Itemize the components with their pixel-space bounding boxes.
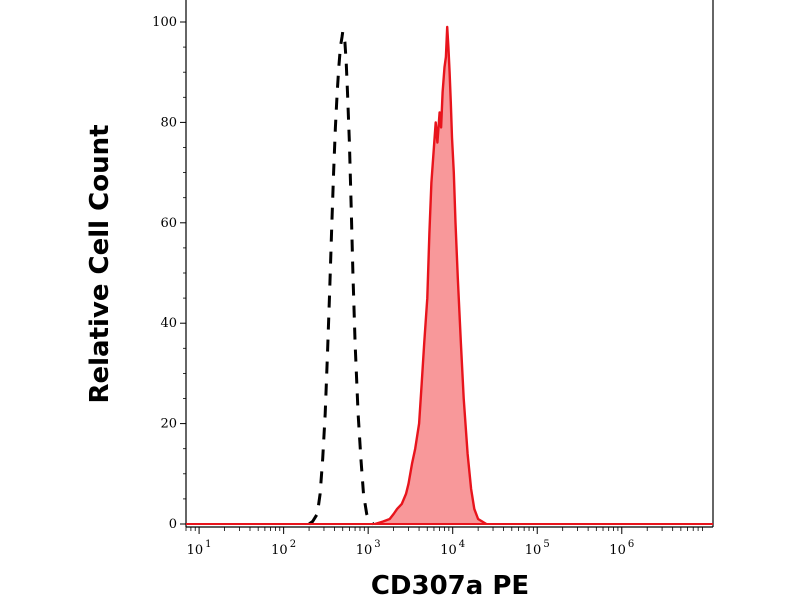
series-layer [186, 25, 713, 526]
y-tick-label-60: 60 [160, 216, 177, 231]
x-axis-title: CD307a PE [371, 571, 529, 600]
x-tick-label-2: 10 2 [271, 539, 296, 558]
y-tick-label-40: 40 [160, 316, 177, 331]
plot-area [185, 0, 714, 528]
series-1-line [374, 25, 487, 526]
x-tick-label-3: 10 3 [356, 539, 381, 558]
series-1-area [374, 27, 487, 524]
x-tick-label-1: 10 1 [187, 539, 212, 558]
y-tick-label-20: 20 [160, 417, 177, 432]
axes-layer: 0 20 40 60 80 100 10 1 10 2 10 3 10 4 10 5 10 6 [152, 15, 703, 558]
x-tick-label-6: 10 6 [609, 539, 634, 558]
series-0-line [308, 30, 375, 526]
x-tick-label-5: 10 5 [525, 539, 550, 558]
y-tick-label-100: 100 [152, 15, 177, 30]
x-tick-label-4: 10 4 [440, 539, 465, 558]
y-tick-label-0: 0 [169, 517, 177, 532]
y-axis-title: Relative Cell Count [85, 124, 115, 403]
y-tick-label-80: 80 [160, 115, 177, 130]
